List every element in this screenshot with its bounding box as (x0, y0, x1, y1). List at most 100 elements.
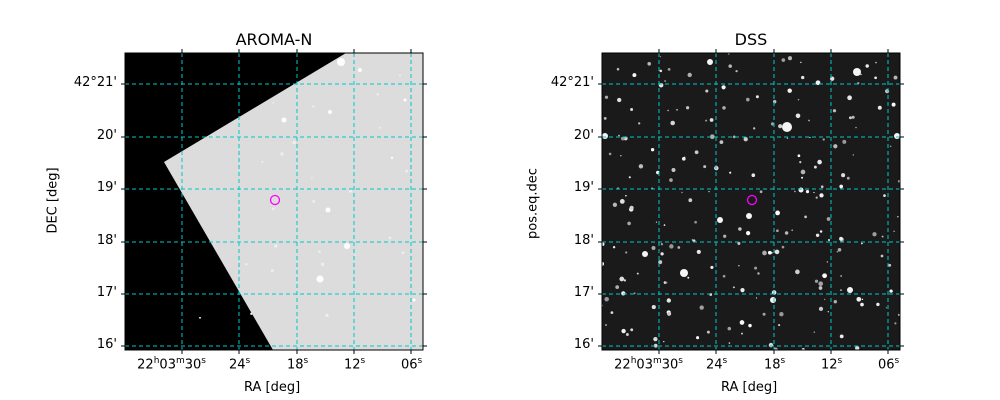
dss-star (694, 220, 697, 224)
dss-star (619, 199, 625, 204)
dss-star (801, 75, 805, 80)
aroma-xtick-label: 06s (401, 356, 423, 373)
dss-star (706, 330, 710, 334)
dss-star (746, 213, 752, 219)
aroma-star (312, 105, 315, 108)
dss-star (707, 59, 713, 65)
dss-grid (602, 53, 900, 350)
dss-star (773, 347, 778, 350)
dss-star (732, 135, 736, 139)
dss-star (880, 254, 884, 258)
dss-ylabel: pos.eq.dec (525, 168, 541, 239)
dss-star (820, 185, 824, 189)
dss-xtick-label: 06s (878, 356, 900, 373)
dss-star (818, 286, 823, 290)
dss-star (667, 109, 669, 112)
aroma-star (292, 140, 297, 145)
aroma-xtick-label: 18s (287, 356, 309, 373)
dss-star (826, 261, 829, 263)
dss-ytick-label: 17' (573, 285, 594, 300)
dss-star (828, 239, 830, 241)
dss-star (660, 243, 664, 246)
dss-star (638, 122, 641, 125)
dss-star (663, 340, 665, 343)
dss-star (677, 246, 681, 249)
dss-star (699, 305, 704, 310)
dss-star (822, 138, 825, 141)
aroma-field-coverage (164, 53, 423, 350)
dss-star (795, 113, 801, 119)
aroma-star (199, 316, 201, 319)
aroma-star (325, 313, 329, 318)
dss-star (794, 190, 796, 193)
dss-star (703, 165, 707, 169)
dss-star (781, 245, 785, 249)
dss-star (722, 106, 726, 110)
dss-star (824, 298, 826, 301)
dss-star (755, 95, 759, 99)
aroma-xlabel: RA [deg] (244, 380, 301, 395)
aroma-star (320, 262, 325, 266)
dss-star (705, 89, 709, 93)
dss-star (876, 302, 880, 307)
aroma-n-image (125, 53, 423, 350)
aroma-star (271, 207, 275, 211)
dss-star (772, 99, 777, 104)
dss-star (612, 246, 616, 249)
dss-star (809, 136, 811, 139)
dss-star (602, 242, 605, 246)
dss-star (728, 342, 731, 344)
dss-star (819, 193, 824, 198)
dss-star (721, 85, 726, 90)
dss-star (798, 187, 804, 193)
dss-star (741, 332, 743, 335)
dss-star (666, 298, 671, 303)
dss-star (782, 122, 792, 132)
dss-ytick-label: 42°21' (550, 75, 594, 90)
aroma-star (390, 156, 394, 160)
dss-star (874, 76, 877, 80)
dss-star (651, 305, 656, 310)
dss-star (717, 217, 723, 223)
aroma-star (355, 254, 357, 257)
dss-star (618, 134, 620, 137)
aroma-star (401, 251, 405, 255)
dss-star (753, 127, 756, 130)
aroma-xtick-label: 24s (229, 356, 251, 373)
dss-star (856, 296, 862, 302)
dss-star (659, 69, 663, 73)
aroma-grid (125, 53, 423, 350)
dss-stars (602, 53, 900, 350)
dss-star (738, 265, 740, 267)
dss-star (778, 324, 781, 327)
dss-star (625, 251, 628, 254)
dss-star (681, 156, 686, 161)
dss-star (818, 281, 824, 287)
dss-star (827, 311, 829, 313)
dss-star (774, 249, 780, 255)
dss-star (770, 251, 773, 254)
dss-ytick-label: 18' (573, 233, 594, 248)
dss-star (784, 231, 789, 235)
dss-star (848, 116, 852, 120)
dss-star (778, 124, 783, 129)
dss-star (735, 69, 738, 73)
dss-star (875, 61, 877, 64)
aroma-star (270, 269, 274, 273)
dss-star (709, 118, 714, 122)
dss-star (604, 296, 609, 302)
aroma-star (316, 275, 324, 283)
dss-star (723, 234, 727, 238)
dss-star (861, 242, 863, 245)
dss-xtick-label: 22h03m30s (614, 356, 683, 373)
dss-star (685, 106, 690, 110)
dss-star (839, 184, 844, 189)
dss-star (610, 311, 614, 314)
dss-star (681, 191, 683, 194)
dss-star (669, 244, 674, 249)
aroma-title: AROMA-N (235, 30, 313, 49)
dss-star (787, 56, 793, 61)
dss-star (612, 202, 618, 207)
dss-star (891, 102, 896, 107)
dss-star (885, 307, 888, 309)
